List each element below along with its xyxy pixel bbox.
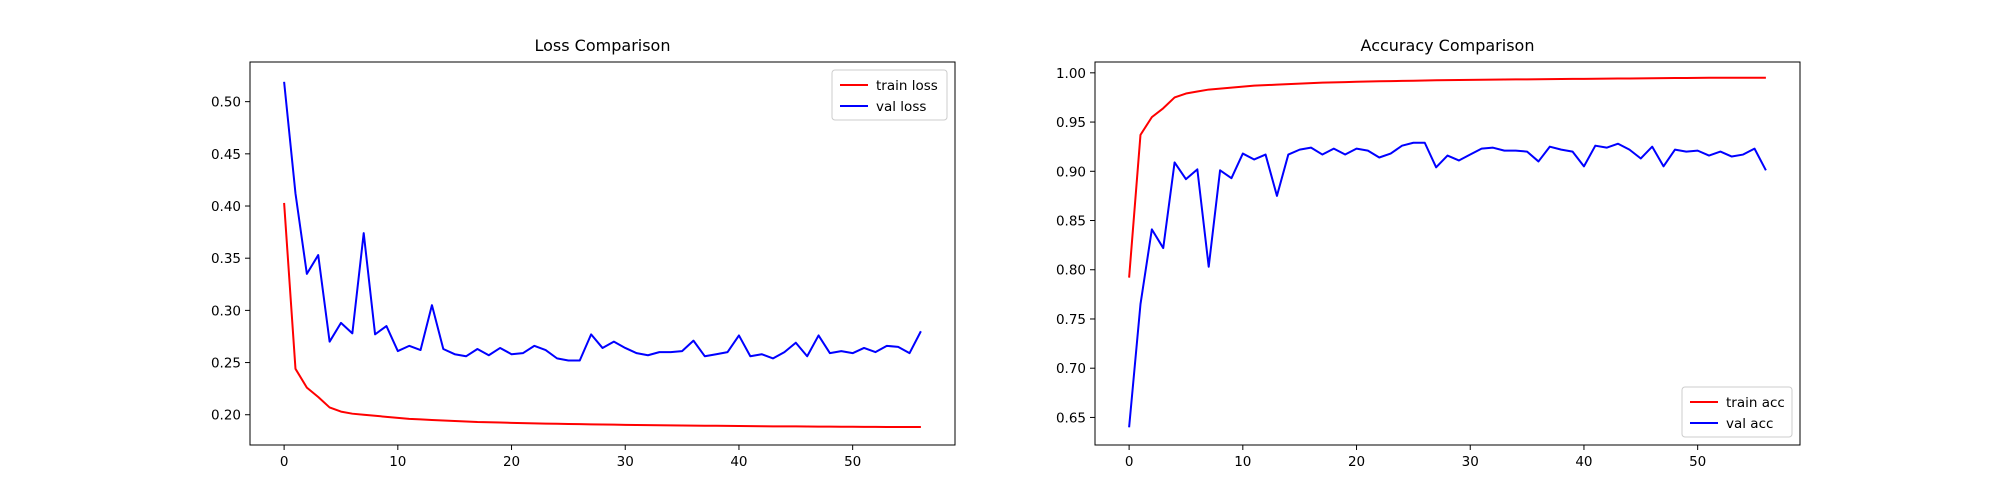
- y-tick-label-1-6: 0.95: [1056, 115, 1086, 131]
- plot-frame-1: [1094, 61, 1801, 446]
- legend-label-1-1: val acc: [1726, 416, 1773, 432]
- x-tick-label-1-2: 20: [1348, 454, 1365, 470]
- x-tick-label-0-1: 10: [389, 454, 406, 470]
- y-tick-label-1-2: 0.75: [1056, 312, 1086, 328]
- series-line-0-0: [283, 202, 921, 429]
- y-tick-label-0-6: 0.50: [211, 95, 241, 111]
- chart-panel-1: Accuracy Comparison 0 10 20 30 40 50 0.65 0.70 0.…: [1056, 36, 1801, 470]
- x-tick-label-1-4: 40: [1575, 454, 1592, 470]
- y-tick-label-0-5: 0.45: [211, 147, 241, 163]
- x-tick-label-0-0: 0: [280, 454, 289, 470]
- series-line-1-0: [1128, 76, 1766, 278]
- legend-label-1-0: train acc: [1726, 395, 1785, 411]
- x-tick-label-0-2: 20: [503, 454, 520, 470]
- x-tick-label-0-4: 40: [730, 454, 747, 470]
- x-tick-label-1-0: 0: [1125, 454, 1134, 470]
- y-tick-label-1-5: 0.90: [1056, 164, 1086, 180]
- legend-1: train acc val acc: [1681, 386, 1793, 438]
- y-tick-label-0-3: 0.35: [211, 251, 241, 267]
- y-tick-label-1-0: 0.65: [1056, 410, 1086, 426]
- y-tick-label-0-2: 0.30: [211, 303, 241, 319]
- chart-title-1: Accuracy Comparison: [1361, 36, 1535, 55]
- legend-0: train loss val loss: [831, 69, 948, 121]
- legend-label-0-0: train loss: [876, 78, 938, 94]
- y-tick-label-1-1: 0.70: [1056, 361, 1086, 377]
- x-tick-label-0-5: 50: [844, 454, 861, 470]
- y-tick-label-1-7: 1.00: [1056, 66, 1086, 82]
- x-tick-label-1-5: 50: [1689, 454, 1706, 470]
- legend-box-1: [1681, 386, 1793, 438]
- chart-title-0: Loss Comparison: [535, 36, 671, 55]
- x-tick-label-0-3: 30: [617, 454, 634, 470]
- y-tick-label-0-0: 0.20: [211, 408, 241, 424]
- chart-panel-0: Loss Comparison 0 10 20 30 40 50 0.20 0.25 0.30 0.…: [211, 36, 956, 470]
- x-tick-label-1-3: 30: [1462, 454, 1479, 470]
- y-tick-label-0-1: 0.25: [211, 356, 241, 372]
- legend-box-0: [831, 69, 948, 121]
- series-line-1-1: [1128, 141, 1767, 428]
- y-tick-label-1-4: 0.85: [1056, 214, 1086, 230]
- series-line-0-1: [283, 81, 922, 362]
- y-tick-label-0-4: 0.40: [211, 199, 241, 215]
- x-tick-label-1-1: 10: [1234, 454, 1251, 470]
- plot-frame-0: [249, 61, 956, 446]
- y-tick-label-1-3: 0.80: [1056, 263, 1086, 279]
- legend-label-0-1: val loss: [876, 99, 926, 115]
